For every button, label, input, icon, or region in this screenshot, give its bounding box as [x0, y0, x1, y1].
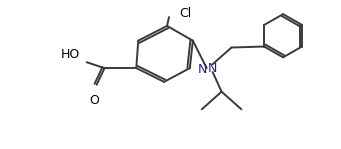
- Text: N: N: [208, 62, 217, 75]
- Text: N: N: [198, 63, 207, 76]
- Text: Cl: Cl: [179, 7, 191, 20]
- Text: HO: HO: [61, 48, 80, 61]
- Text: O: O: [90, 94, 100, 107]
